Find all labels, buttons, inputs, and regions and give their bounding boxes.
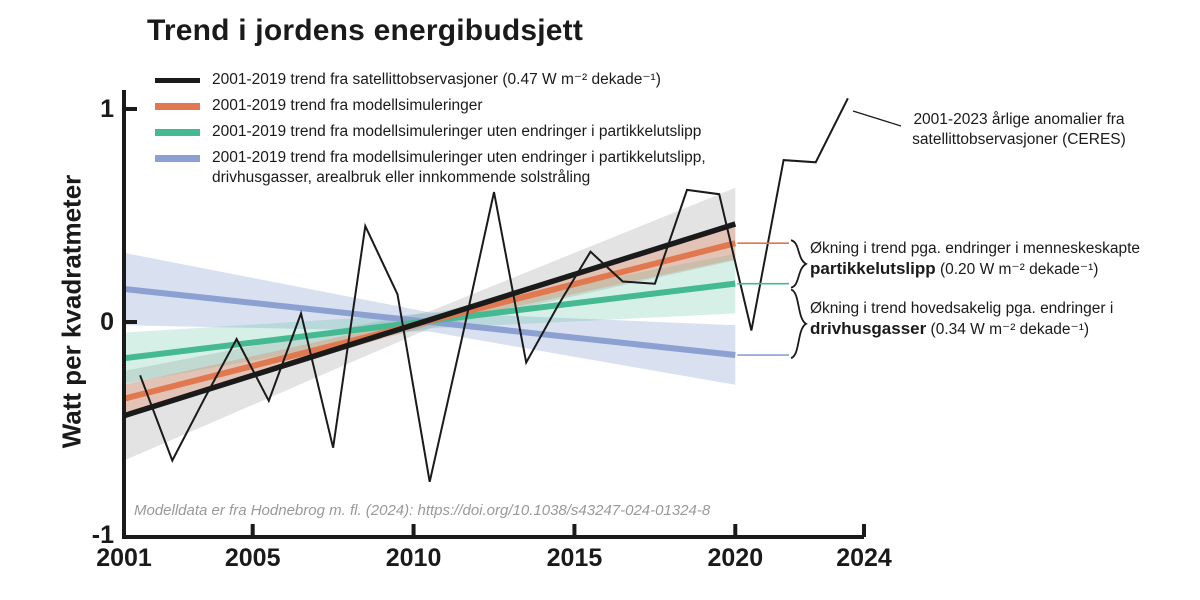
legend-swatch-orange-line xyxy=(155,103,200,110)
anomaly-line xyxy=(139,97,849,483)
brace-aerosol xyxy=(790,239,808,289)
legend-swatch-blue-line xyxy=(155,155,200,162)
legend-swatch-black-line xyxy=(155,78,200,83)
legend-label: 2001-2019 trend fra modellsimuleringer u… xyxy=(212,149,706,186)
brace-ghg xyxy=(790,288,808,359)
legend-swatch-green-line xyxy=(155,129,200,136)
ceres-leader-line xyxy=(852,110,902,127)
annotation-aerosol-increase: Økning i trend pga. endringer i menneske… xyxy=(810,240,1141,278)
x-tick-label: 2015 xyxy=(546,544,603,572)
annotation-ceres-anomalies: 2001-2023 årlige anomalier fra satellitt… xyxy=(912,111,1126,148)
legend-item-no-aerosol-trend: 2001-2019 trend fra modellsimuleringer u… xyxy=(155,122,706,142)
y-tick-label: 0 xyxy=(100,308,114,336)
legend: 2001-2019 trend fra satellittobservasjon… xyxy=(155,70,706,188)
legend-item-model-trend: 2001-2019 trend fra modellsimuleringer xyxy=(155,96,706,116)
legend-label: 2001-2019 trend fra modellsimuleringer xyxy=(212,97,483,114)
legend-item-no-forcing-trend: 2001-2019 trend fra modellsimuleringer u… xyxy=(155,148,706,188)
x-tick-label: 2024 xyxy=(836,544,892,572)
legend-item-satellite-trend: 2001-2019 trend fra satellittobservasjon… xyxy=(155,70,706,90)
chart-title: Trend i jordens energibudsjett xyxy=(147,14,584,47)
x-tick-label: 2005 xyxy=(224,544,281,572)
source-note: Modelldata er fra Hodnebrog m. fl. (2024… xyxy=(134,502,711,519)
annotation-ghg-increase: Økning i trend hovedsakelig pga. endring… xyxy=(810,300,1114,338)
x-tick-label: 2001 xyxy=(96,544,152,572)
legend-label: 2001-2019 trend fra satellittobservasjon… xyxy=(212,71,661,88)
x-tick-label: 2010 xyxy=(385,544,442,572)
legend-label: 2001-2019 trend fra modellsimuleringer u… xyxy=(212,123,702,140)
trend-line-black xyxy=(123,221,737,419)
axis-lines xyxy=(122,90,864,539)
x-tick-label: 2020 xyxy=(707,544,764,572)
y-tick-label: -1 xyxy=(91,521,114,549)
y-tick-label: 1 xyxy=(100,95,114,123)
